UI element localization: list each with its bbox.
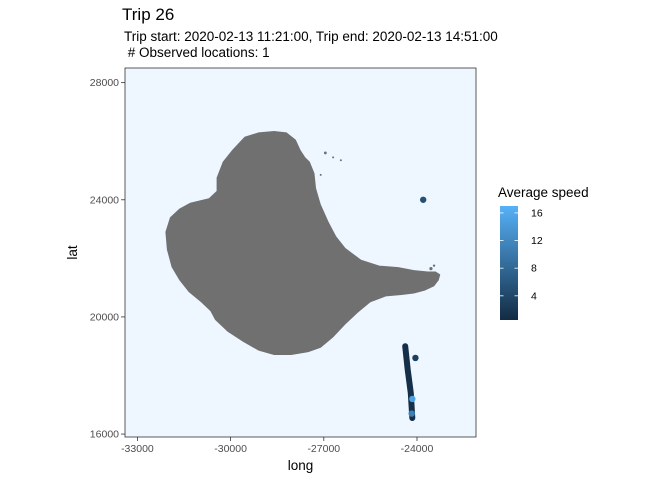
x-tick-label-3: -24000	[401, 443, 434, 455]
legend-label-3: 16	[531, 207, 543, 219]
data-point-0	[419, 196, 427, 203]
x-tick-label-1: -30000	[214, 443, 247, 455]
speed-legend: Average speed 4 8 12 16	[498, 185, 589, 320]
data-point-3	[408, 410, 415, 417]
islet-0	[323, 151, 327, 155]
trip-points	[408, 196, 427, 417]
x-axis-title: long	[288, 458, 314, 473]
chart-subtitle-observed-count: # Observed locations: 1	[124, 45, 270, 60]
islet-4	[429, 267, 433, 271]
trip-track	[402, 343, 416, 421]
islet-5	[432, 264, 436, 267]
legend-colorbar	[500, 206, 518, 320]
x-tick-label-0: -33000	[121, 443, 154, 455]
data-point-1	[412, 354, 419, 362]
chart-subtitle-trip-times: Trip start: 2020-02-13 11:21:00, Trip en…	[124, 29, 498, 44]
legend-label-1: 8	[531, 263, 537, 275]
legend-label-2: 12	[531, 235, 543, 247]
islets	[319, 151, 436, 271]
island-landmass	[165, 131, 441, 355]
islet-2	[339, 159, 342, 162]
x-axis: -33000 -30000 -27000 -24000	[121, 437, 433, 455]
legend-title: Average speed	[498, 185, 589, 200]
y-tick-label-3: 28000	[90, 77, 119, 89]
chart-title: Trip 26	[122, 5, 175, 24]
legend-label-0: 4	[531, 290, 537, 302]
x-tick-label-2: -27000	[307, 443, 340, 455]
data-point-2	[409, 395, 416, 403]
islet-3	[319, 173, 322, 176]
y-tick-label-1: 20000	[90, 311, 119, 323]
y-tick-label-0: 16000	[90, 429, 119, 441]
legend-ticks: 4 8 12 16	[500, 207, 543, 302]
islet-1	[332, 156, 335, 159]
y-tick-label-2: 24000	[90, 194, 119, 206]
y-axis-title: lat	[65, 245, 80, 260]
y-axis: 16000 20000 24000 28000	[90, 77, 125, 441]
